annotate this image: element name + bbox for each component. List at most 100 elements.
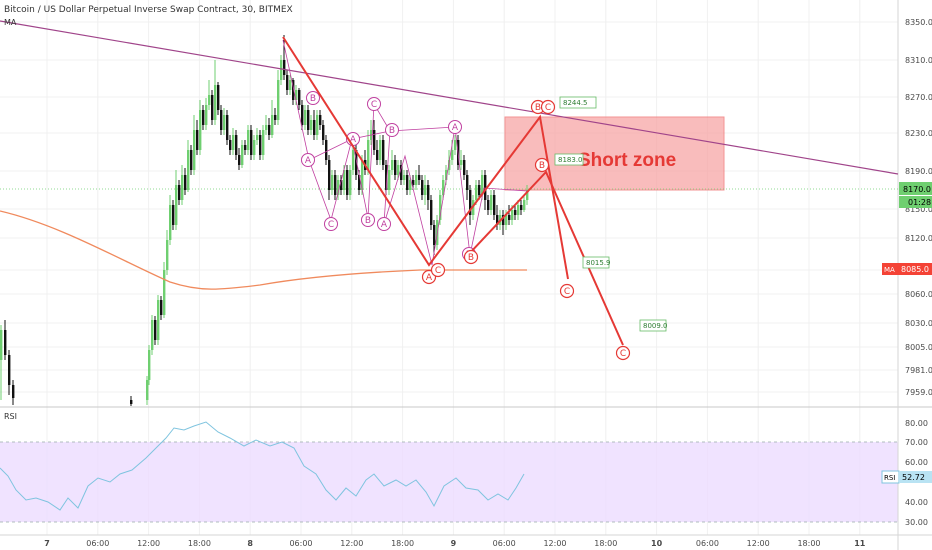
candle-body <box>187 150 190 190</box>
candle-body <box>508 215 511 220</box>
harmonic-point-marker <box>301 153 315 167</box>
time-tick: 9 <box>451 539 457 548</box>
red-point-marker <box>430 262 446 278</box>
time-tick: 18:00 <box>594 539 617 548</box>
price-badge <box>899 182 932 195</box>
candle-body <box>283 60 286 75</box>
candle-body <box>451 150 454 160</box>
rsi-value-badge <box>899 471 932 483</box>
time-tick: 10 <box>651 539 663 548</box>
candle-body <box>235 135 238 155</box>
candle-body <box>325 140 328 160</box>
candle-body <box>8 355 11 385</box>
candle-body <box>523 200 526 210</box>
harmonic-point-label: C <box>371 100 377 110</box>
red-point-label: B <box>539 161 545 171</box>
time-tick: 12:00 <box>543 539 566 548</box>
candle-body <box>241 145 244 165</box>
candle-body <box>328 160 331 190</box>
red-point-label: C <box>545 103 551 113</box>
candle-body <box>349 170 352 195</box>
target-label-box <box>582 256 610 269</box>
target-label-box <box>554 153 584 166</box>
ma-tag-text: MA <box>884 266 895 274</box>
rsi-legend: RSI <box>4 412 17 421</box>
candle-body <box>148 350 151 380</box>
candle-body <box>286 75 289 90</box>
harmonic-point-label: A <box>350 135 357 145</box>
candle-body <box>361 160 364 190</box>
time-axis: 7 06:00 12:00 18:00 8 06:00 12:00 18:00 9 06:00 12… <box>44 539 866 548</box>
candle-body <box>166 240 169 270</box>
candle-body <box>355 150 358 175</box>
timer-badge <box>899 196 932 208</box>
candle-body <box>208 95 211 105</box>
candle-body <box>301 105 304 125</box>
short-zone-label: Short zone <box>578 150 676 171</box>
time-tick: 12:00 <box>747 539 770 548</box>
candle-body <box>514 210 517 215</box>
candle-body <box>505 215 508 225</box>
candle-body <box>292 80 295 100</box>
candle-body <box>481 175 484 195</box>
candle-body <box>430 200 433 225</box>
harmonic-point-label: B <box>310 94 316 104</box>
harmonic-point-marker <box>361 213 375 227</box>
ma-line <box>0 210 527 290</box>
candle-body <box>487 200 490 210</box>
candle-body <box>265 125 268 130</box>
candle-body <box>415 175 418 185</box>
candles <box>0 35 529 406</box>
price-tick: 8120.0 <box>905 234 932 243</box>
target-label-box <box>559 96 597 109</box>
time-tick: 06:00 <box>289 539 312 548</box>
candle-body <box>178 185 181 200</box>
red-point-marker <box>534 157 550 173</box>
price-tick: 8060.0 <box>905 290 932 299</box>
trendline[interactable] <box>0 20 899 175</box>
price-tick: 7981.0 <box>905 366 932 375</box>
red-point-marker <box>615 345 631 361</box>
candle-body <box>229 140 232 150</box>
candle-body <box>196 130 199 150</box>
candle-body <box>298 90 301 105</box>
candle-body <box>271 115 274 135</box>
candle-body <box>337 180 340 195</box>
time-tick: 06:00 <box>86 539 109 548</box>
harmonic-point-label: C <box>328 220 334 230</box>
candle-body <box>448 160 451 170</box>
harmonic-point-marker <box>367 97 381 111</box>
candle-body <box>466 175 469 190</box>
time-tick: 18:00 <box>391 539 414 548</box>
ma-tag-badge <box>882 263 899 275</box>
rsi-tick: 70.00 <box>905 438 928 447</box>
candle-body <box>520 205 523 210</box>
price-tick: 8310.0 <box>905 56 932 65</box>
candle-body <box>12 385 15 398</box>
candle-body <box>445 170 448 180</box>
target-labels: 8244.5 8183.0 8015.9 8009.0 <box>554 96 668 332</box>
candle-body <box>259 135 262 155</box>
red-point-label: C <box>435 266 441 276</box>
harmonic-pattern-lines <box>282 39 528 266</box>
red-point-marker <box>540 99 556 115</box>
price-tick: 8150.0 <box>905 205 932 214</box>
candle-body <box>439 195 442 220</box>
candle-body <box>214 85 217 120</box>
time-tick: 8 <box>247 539 253 548</box>
price-tick: 8190.0 <box>905 167 932 176</box>
candle-body <box>433 225 436 245</box>
candle-body <box>160 300 163 315</box>
candle-body <box>0 330 3 360</box>
candle-body <box>295 90 298 100</box>
candle-body <box>397 165 400 175</box>
candle-body <box>274 115 277 120</box>
candle-body <box>346 170 349 195</box>
rsi-tick: 80.00 <box>905 419 928 428</box>
candle-body <box>217 85 220 110</box>
candle-body <box>256 135 259 140</box>
harmonic-point-label: A <box>305 156 312 166</box>
candle-body <box>247 130 250 150</box>
candle-body <box>253 140 256 155</box>
candle-body <box>340 180 343 190</box>
